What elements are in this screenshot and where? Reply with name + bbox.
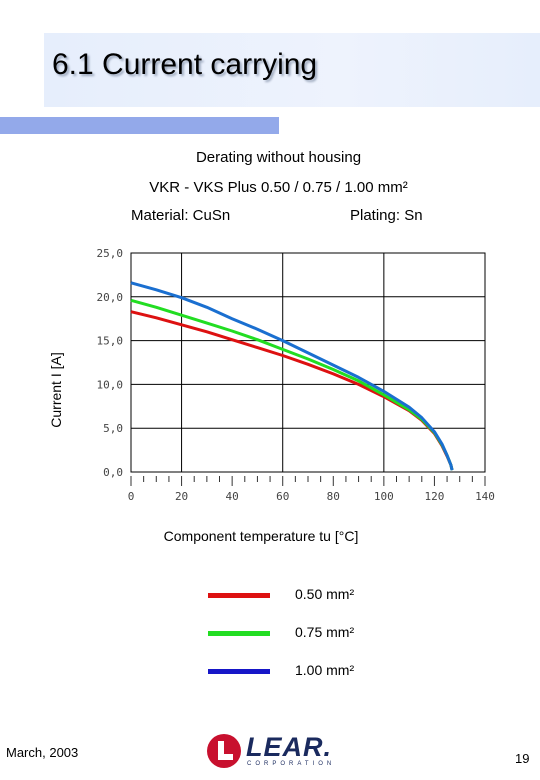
y-tick-label: 20,0 bbox=[97, 291, 124, 304]
material-label: Material: CuSn bbox=[131, 207, 231, 224]
x-tick-label: 100 bbox=[374, 490, 394, 503]
product-line-label: VKR - VKS Plus 0.50 / 0.75 / 1.00 mm² bbox=[149, 179, 408, 196]
plating-label: Plating: Sn bbox=[350, 207, 423, 224]
x-minor-ticks bbox=[130, 476, 486, 486]
accent-bar bbox=[0, 117, 279, 134]
lear-logo-subtitle: CORPORATION bbox=[247, 761, 336, 767]
x-tick-label: 20 bbox=[175, 490, 188, 503]
legend-swatch-050 bbox=[208, 593, 270, 598]
x-tick-label: 120 bbox=[424, 490, 444, 503]
x-tick-label: 0 bbox=[128, 490, 135, 503]
y-tick-label: 5,0 bbox=[103, 422, 123, 435]
series-line-100 bbox=[130, 281, 454, 471]
y-tick-labels: 0,0 5,0 10,0 15,0 20,0 25,0 bbox=[97, 247, 124, 479]
y-tick-label: 0,0 bbox=[103, 466, 123, 479]
legend-swatch-100 bbox=[208, 669, 270, 674]
page-number: 19 bbox=[515, 751, 530, 766]
derating-chart: 0,0 5,0 10,0 15,0 20,0 25,0 0 20 40 60 80 100 120 14… bbox=[48, 247, 495, 544]
y-tick-label: 25,0 bbox=[97, 247, 124, 260]
lear-logo-wordmark: LEAR. bbox=[246, 732, 332, 762]
x-tick-label: 80 bbox=[327, 490, 340, 503]
footer-date: March, 2003 bbox=[6, 745, 79, 760]
lear-logo: LEAR. CORPORATION bbox=[207, 732, 337, 772]
legend-label-075: 0.75 mm² bbox=[295, 624, 355, 640]
legend-label-100: 1.00 mm² bbox=[295, 662, 355, 678]
x-tick-label: 60 bbox=[276, 490, 289, 503]
legend-swatch-075 bbox=[208, 631, 270, 636]
y-axis-label: Current I [A] bbox=[48, 352, 64, 427]
series-line-050 bbox=[130, 310, 454, 471]
x-tick-labels: 0 20 40 60 80 100 120 140 bbox=[128, 490, 495, 503]
page-title: 6.1 Current carrying bbox=[52, 48, 318, 81]
chart-series bbox=[130, 281, 454, 471]
legend-label-050: 0.50 mm² bbox=[295, 586, 355, 602]
y-tick-label: 15,0 bbox=[97, 335, 124, 348]
title-band bbox=[44, 33, 540, 107]
plot-frame bbox=[130, 252, 486, 473]
x-tick-label: 40 bbox=[226, 490, 239, 503]
chart-grid bbox=[130, 252, 486, 473]
series-line-075 bbox=[130, 298, 454, 471]
chart-subtitle: Derating without housing bbox=[195, 149, 362, 166]
y-tick-label: 10,0 bbox=[97, 378, 124, 391]
x-tick-label: 140 bbox=[475, 490, 495, 503]
lear-logo-mark-icon bbox=[207, 734, 241, 768]
x-axis-label: Component temperature tu [°C] bbox=[164, 528, 359, 544]
